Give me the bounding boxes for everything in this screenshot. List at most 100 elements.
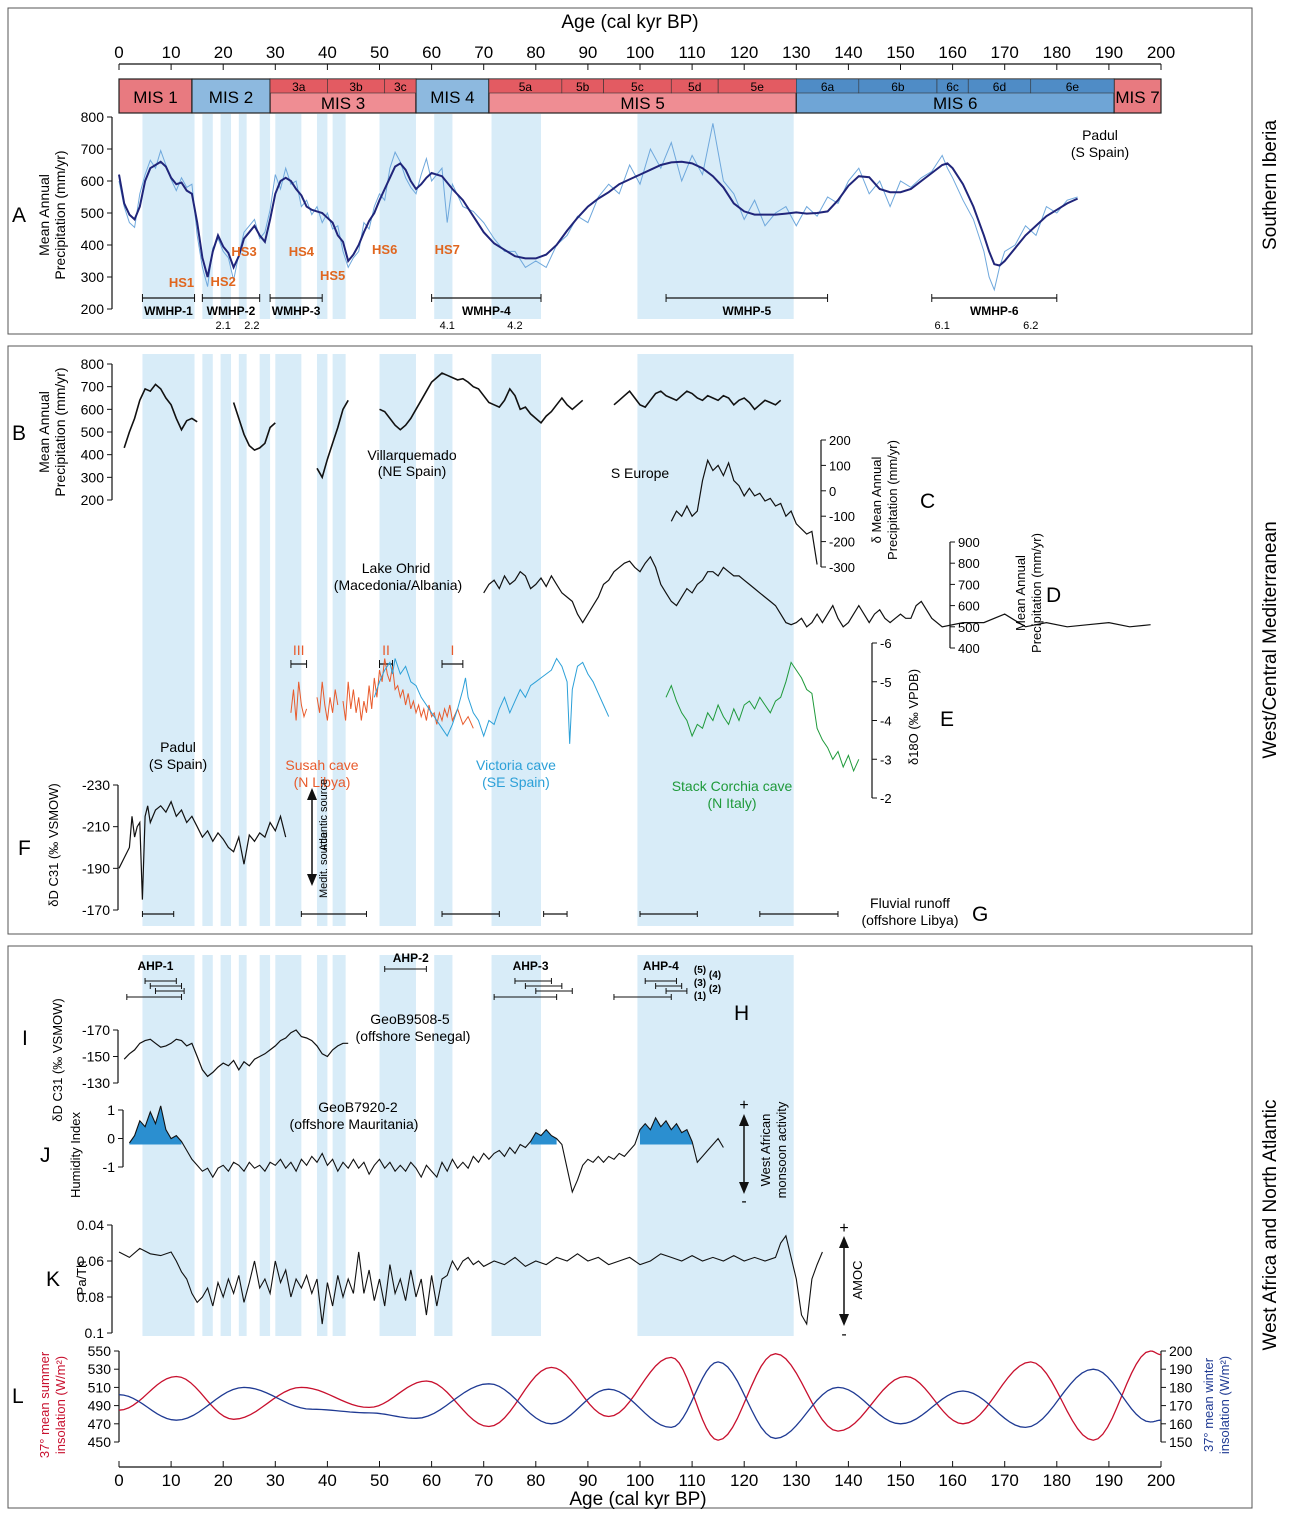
- panel-d-site-region: (Macedonia/Albania): [334, 577, 462, 593]
- record-label: (3): [694, 978, 706, 989]
- panel-b-ylabel-wrap: Mean Annual Precipitation (mm/yr): [36, 367, 68, 496]
- panel-letter-g: G: [972, 903, 988, 926]
- mis-stage-label: MIS 4: [430, 88, 474, 107]
- panel-b-tick-label: 700: [81, 379, 105, 395]
- panel-l-right-tick-label: 150: [1169, 1434, 1193, 1450]
- top-axis-tick-label: 140: [834, 43, 862, 62]
- panel-j-ylabel: Humidity Index: [68, 1112, 83, 1198]
- top-axis-tick-label: 190: [1095, 43, 1123, 62]
- panel-a-wmhp: WMHP-1 WMHP-2 WMHP-3 WMHP-4 WMHP-5 WMHP-6 2.1 2…: [141, 294, 1058, 332]
- mis-bar: 3a 3b 3c 5a 5b 5c 5d 5e 6a 6b 6c 6d 6e MIS 1 MIS 2 MIS …: [118, 78, 1162, 114]
- panel-a-site: Padul: [1082, 127, 1118, 143]
- amoc-arrow-down-icon: [839, 1314, 849, 1326]
- panel-l-winter-line: [118, 1361, 1161, 1440]
- panel-h-intervals: AHP-1 AHP-2 AHP-3 AHP-4 (5) (4)(3)(2)(1): [126, 951, 721, 1002]
- mis-substage-label: 6e: [1066, 80, 1080, 94]
- panel-g-label-2: (offshore Libya): [861, 912, 958, 928]
- panel-letter-c: C: [920, 490, 935, 513]
- panel-e-susah-lines: [290, 658, 474, 729]
- panel-c-site: S Europe: [611, 465, 670, 481]
- region-title-iberia: Southern Iberia: [1260, 120, 1281, 250]
- shaded-band: [275, 354, 302, 926]
- region-title-med-wrap: West/Central Mediterranean: [1260, 521, 1281, 758]
- panel-a-tick-label: 400: [81, 237, 105, 253]
- shaded-band: [220, 955, 232, 1336]
- panel-b-ylabel-1: Mean Annual: [36, 391, 52, 473]
- panel-l-left-tick-label: 470: [88, 1416, 112, 1432]
- panel-a-ylabel-1: Mean Annual: [36, 174, 52, 256]
- humidity-line: [128, 1105, 724, 1194]
- panel-f-site: Padul: [160, 739, 196, 755]
- panel-letter-k: K: [46, 1268, 60, 1291]
- panel-a-ylabel-wrap: Mean Annual Precipitation (mm/yr): [36, 150, 68, 279]
- amoc-plus: +: [839, 1220, 848, 1237]
- top-axis-tick-label: 30: [266, 43, 285, 62]
- panel-l-left-tick-label: 550: [88, 1343, 112, 1359]
- panel-l-left-tick-label: 450: [88, 1434, 112, 1450]
- wmhp-label: WMHP-6: [970, 304, 1019, 318]
- wmhp-sub-label: 4.1: [440, 320, 455, 332]
- panel-l-right-tick-label: 180: [1169, 1379, 1193, 1395]
- bottom-axis-tick-label: 20: [214, 1471, 233, 1490]
- panel-c-ylabel-2: Precipitation (mm/yr): [885, 440, 900, 560]
- wmhp-label: WMHP-4: [462, 304, 511, 318]
- panel-e-corchia-line: [665, 661, 860, 773]
- panel-d-tick-label: 900: [958, 535, 980, 550]
- panel-f-tick-label: -230: [82, 777, 110, 793]
- panel-f-line: [118, 800, 287, 900]
- bottom-axis-tick-label: 200: [1147, 1471, 1175, 1490]
- monsoon-arrow: + -: [739, 1097, 749, 1210]
- panel-b-segment: [123, 383, 198, 449]
- mis-stage-label: MIS 6: [933, 94, 977, 113]
- panel-b-tick-label: 200: [81, 492, 105, 508]
- panel-a-ylabel-2: Precipitation (mm/yr): [52, 150, 68, 279]
- panel-k-tick-label: 0.06: [77, 1253, 104, 1269]
- panel-a-hs-labels: HS1 HS2 HS3 HS4 HS5 HS6 HS7: [169, 242, 460, 290]
- mis-stage-label: MIS 5: [620, 94, 664, 113]
- panel-e-victoria-site: Victoria cave: [476, 757, 556, 773]
- panel-e: -6-5-4-3-2 III II I Susah cave (N Libya) V…: [285, 636, 954, 811]
- source-top-wrap: Atlantic source: [318, 779, 330, 851]
- panel-f-tick-label: -170: [82, 902, 110, 918]
- shaded-band: [379, 114, 416, 319]
- panel-e-susah-region: (N Libya): [294, 774, 351, 790]
- region-title-mediterranean: West/Central Mediterranean: [1260, 521, 1281, 758]
- panel-a-tick-label: 500: [81, 205, 105, 221]
- panel-b-site-region: (NE Spain): [378, 463, 446, 479]
- monsoon-plus: +: [739, 1097, 748, 1114]
- panel-j-ylabel-wrap: Humidity Index: [68, 1112, 83, 1198]
- panel-g-intervals: [141, 911, 839, 917]
- panel-e-ylabel-wrap: δ18O (‰ VPDB): [906, 669, 921, 765]
- panel-e-tick-label: -4: [880, 714, 892, 729]
- wmhp-label: WMHP-1: [144, 304, 193, 318]
- panel-i-tick-label: -150: [82, 1049, 110, 1065]
- ahp-label: AHP-3: [513, 959, 549, 973]
- bottom-axis-tick-label: 10: [162, 1471, 181, 1490]
- mis-substage-label: 5a: [519, 80, 533, 94]
- panel-b-lines: [123, 372, 782, 480]
- panel-a-smooth-line: [118, 160, 1079, 278]
- shaded-band: [316, 354, 328, 926]
- panel-d-axis: 900 800 700 600 500 400: [949, 535, 980, 656]
- panel-j: J Humidity Index 1 0 -1 GeoB7920-2 (offsho…: [40, 1097, 789, 1210]
- shaded-band: [275, 955, 302, 1336]
- top-axis-tick-label: 110: [679, 43, 706, 62]
- wmhp-sub-label: 6.2: [1023, 320, 1038, 332]
- wmhp-sub-label: 6.1: [935, 320, 950, 332]
- hs-label: HS2: [211, 274, 236, 289]
- panel-f-source-bottom: Medit. source: [318, 832, 330, 898]
- mis-substage-label: 5b: [576, 80, 590, 94]
- panel-k-tick-label: 0.04: [77, 1217, 104, 1233]
- shaded-band: [434, 955, 453, 1336]
- mis-stage-label: MIS 1: [133, 88, 177, 107]
- shaded-band: [332, 354, 346, 926]
- panel-d-site: Lake Ohrid: [362, 560, 430, 576]
- mis-substage-label: 5c: [631, 80, 644, 94]
- panel-i-ylabel: δD C31 (‰ VSMOW): [50, 998, 65, 1122]
- bottom-axis-tick-label: 90: [578, 1471, 597, 1490]
- region-title-africa: West Africa and North Atlantic: [1260, 1100, 1281, 1351]
- panel-j-tick-label: 0: [107, 1131, 115, 1147]
- mis-stage-label: MIS 3: [321, 94, 365, 113]
- source-bottom-wrap: Medit. source: [318, 832, 330, 898]
- panel-d-ylabel-wrap: Mean Annual Precipitation (mm/yr): [1013, 533, 1044, 653]
